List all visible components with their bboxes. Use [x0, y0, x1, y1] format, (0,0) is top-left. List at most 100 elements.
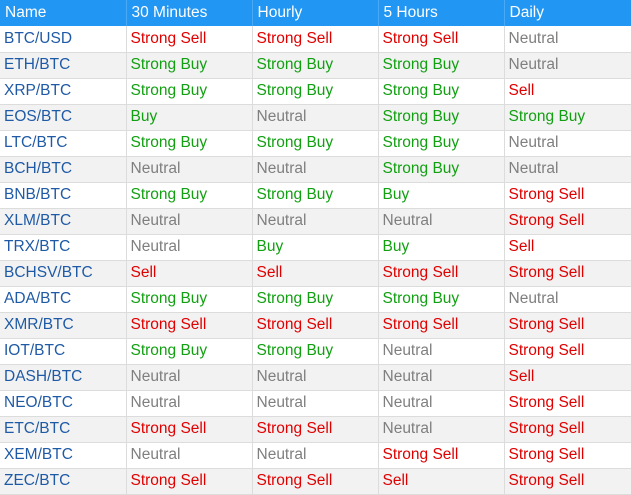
table-row: ETH/BTC Strong Buy Strong Buy Strong Buy Neu… [0, 52, 631, 79]
table-row: TRX/BTC Neutral Buy Buy Sell [0, 234, 631, 261]
signal-daily: Strong Sell [504, 208, 631, 235]
pair-name[interactable]: EOS/BTC [0, 104, 127, 131]
signal-daily: Strong Sell [504, 182, 631, 209]
signal-5-hours: Strong Buy [378, 130, 505, 157]
pair-name[interactable]: XRP/BTC [0, 78, 127, 105]
signal-5-hours: Strong Sell [378, 312, 505, 339]
signal-5-hours: Buy [378, 182, 505, 209]
pair-name[interactable]: DASH/BTC [0, 364, 127, 391]
signal-5-hours: Strong Buy [378, 104, 505, 131]
signal-5-hours: Neutral [378, 364, 505, 391]
signal-5-hours: Neutral [378, 338, 505, 365]
pair-name[interactable]: BNB/BTC [0, 182, 127, 209]
signal-5-hours: Strong Sell [378, 260, 505, 287]
signal-daily: Strong Sell [504, 260, 631, 287]
pair-name[interactable]: LTC/BTC [0, 130, 127, 157]
signal-daily: Neutral [504, 26, 631, 53]
pair-name[interactable]: XMR/BTC [0, 312, 127, 339]
signal-daily: Neutral [504, 130, 631, 157]
column-header-5-hours[interactable]: 5 Hours [378, 0, 505, 26]
table-row: XRP/BTC Strong Buy Strong Buy Strong Buy Sel… [0, 78, 631, 105]
signal-hourly: Sell [252, 260, 379, 287]
pair-name[interactable]: ETH/BTC [0, 52, 127, 79]
signal-hourly: Buy [252, 234, 379, 261]
signal-hourly: Strong Sell [252, 312, 379, 339]
pair-name[interactable]: ADA/BTC [0, 286, 127, 313]
pair-name[interactable]: TRX/BTC [0, 234, 127, 261]
signal-30-minutes: Strong Sell [126, 26, 253, 53]
signal-5-hours: Sell [378, 468, 505, 495]
table-row: BNB/BTC Strong Buy Strong Buy Buy Strong Sel… [0, 182, 631, 209]
signal-30-minutes: Buy [126, 104, 253, 131]
signal-30-minutes: Neutral [126, 364, 253, 391]
signal-daily: Neutral [504, 156, 631, 183]
signal-hourly: Strong Buy [252, 338, 379, 365]
table-row: NEO/BTC Neutral Neutral Neutral Strong Sell [0, 390, 631, 417]
table-row: EOS/BTC Buy Neutral Strong Buy Strong Buy [0, 104, 631, 131]
signal-30-minutes: Strong Sell [126, 468, 253, 495]
signal-5-hours: Strong Buy [378, 78, 505, 105]
table-row: ETC/BTC Strong Sell Strong Sell Neutral Stro… [0, 416, 631, 443]
signal-hourly: Strong Sell [252, 468, 379, 495]
signal-5-hours: Neutral [378, 416, 505, 443]
signal-daily: Strong Buy [504, 104, 631, 131]
signal-30-minutes: Strong Buy [126, 78, 253, 105]
column-header-name[interactable]: Name [0, 0, 127, 26]
table-row: XMR/BTC Strong Sell Strong Sell Strong Sell… [0, 312, 631, 339]
signal-30-minutes: Strong Buy [126, 52, 253, 79]
signal-hourly: Strong Sell [252, 416, 379, 443]
table-row: XEM/BTC Neutral Neutral Strong Sell Strong S… [0, 442, 631, 469]
pair-name[interactable]: ETC/BTC [0, 416, 127, 443]
table-row: BCH/BTC Neutral Neutral Strong Buy Neutral [0, 156, 631, 183]
signal-hourly: Strong Buy [252, 130, 379, 157]
table-row: XLM/BTC Neutral Neutral Neutral Strong Sell [0, 208, 631, 235]
signal-daily: Neutral [504, 286, 631, 313]
pair-name[interactable]: BCH/BTC [0, 156, 127, 183]
signal-hourly: Strong Buy [252, 182, 379, 209]
signal-5-hours: Strong Buy [378, 156, 505, 183]
signal-5-hours: Buy [378, 234, 505, 261]
table-row: BTC/USD Strong Sell Strong Sell Strong Sell… [0, 26, 631, 53]
signal-5-hours: Neutral [378, 390, 505, 417]
pair-name[interactable]: IOT/BTC [0, 338, 127, 365]
pair-name[interactable]: BTC/USD [0, 26, 127, 53]
signal-daily: Sell [504, 364, 631, 391]
table-row: DASH/BTC Neutral Neutral Neutral Sell [0, 364, 631, 391]
signal-30-minutes: Strong Sell [126, 312, 253, 339]
signal-30-minutes: Neutral [126, 390, 253, 417]
table-row: ADA/BTC Strong Buy Strong Buy Strong Buy Neu… [0, 286, 631, 313]
signal-5-hours: Strong Sell [378, 442, 505, 469]
signal-daily: Neutral [504, 52, 631, 79]
pair-name[interactable]: XLM/BTC [0, 208, 127, 235]
table-row: LTC/BTC Strong Buy Strong Buy Strong Buy Neu… [0, 130, 631, 157]
signal-daily: Strong Sell [504, 312, 631, 339]
signal-hourly: Strong Buy [252, 78, 379, 105]
column-header-30-minutes[interactable]: 30 Minutes [126, 0, 253, 26]
signal-daily: Sell [504, 78, 631, 105]
table-row: IOT/BTC Strong Buy Strong Buy Neutral Strong… [0, 338, 631, 365]
pair-name[interactable]: XEM/BTC [0, 442, 127, 469]
signal-30-minutes: Strong Buy [126, 338, 253, 365]
signal-5-hours: Strong Sell [378, 26, 505, 53]
table-row: ZEC/BTC Strong Sell Strong Sell Sell Strong … [0, 468, 631, 495]
signal-5-hours: Strong Buy [378, 286, 505, 313]
signal-hourly: Neutral [252, 364, 379, 391]
signal-hourly: Neutral [252, 390, 379, 417]
signal-30-minutes: Strong Buy [126, 286, 253, 313]
signal-30-minutes: Strong Buy [126, 130, 253, 157]
signal-hourly: Neutral [252, 104, 379, 131]
signal-daily: Strong Sell [504, 338, 631, 365]
signal-daily: Strong Sell [504, 442, 631, 469]
column-header-hourly[interactable]: Hourly [252, 0, 379, 26]
pair-name[interactable]: NEO/BTC [0, 390, 127, 417]
signal-hourly: Strong Buy [252, 52, 379, 79]
table-row: BCHSV/BTC Sell Sell Strong Sell Strong Sell [0, 260, 631, 287]
pair-name[interactable]: BCHSV/BTC [0, 260, 127, 287]
pair-name[interactable]: ZEC/BTC [0, 468, 127, 495]
signal-daily: Strong Sell [504, 416, 631, 443]
column-header-daily[interactable]: Daily [509, 4, 544, 21]
signal-30-minutes: Neutral [126, 208, 253, 235]
signal-daily: Sell [504, 234, 631, 261]
signal-5-hours: Strong Buy [378, 52, 505, 79]
